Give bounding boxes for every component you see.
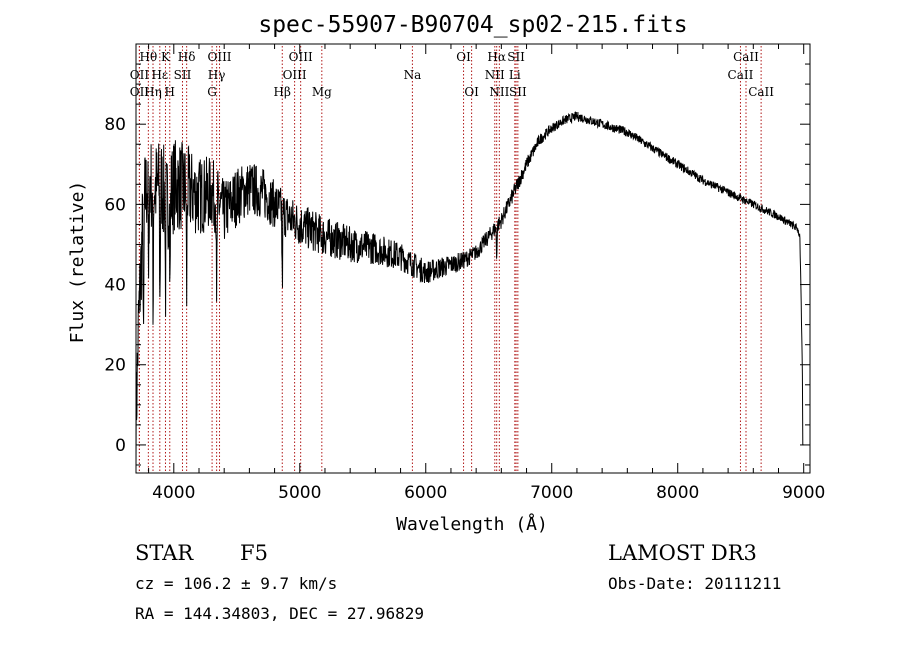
x-tick-label: 4000 [152,483,195,503]
line-label: Hα [487,50,506,64]
line-label: OIII [283,68,307,82]
line-label: Hβ [274,85,291,99]
spectrum-line [135,111,804,470]
line-label: NII [489,85,509,99]
line-label: OII [130,85,150,99]
spectral-line-labels: OII OII Hθ Hη Hε K H SII Hδ OIII Hγ G Hβ OIII OIII Mg Na… [130,50,775,99]
y-axis-label: Flux (relative) [67,181,88,344]
object-class: STAR [135,541,194,565]
x-tick-label: 7000 [530,483,573,503]
line-label: SII [174,68,192,82]
x-axis-label: Wavelength (Å) [396,513,548,535]
y-axis-ticks: 0 20 40 60 80 [104,63,810,466]
plot-frame [135,43,811,474]
line-label: CaII [728,68,754,82]
object-subclass: F5 [240,541,268,565]
line-label: Na [404,68,422,82]
line-label: OI [464,85,479,99]
line-label: Li [509,68,521,82]
spectral-line-markers [138,46,762,471]
y-tick-label: 20 [104,356,126,376]
line-label: OIII [289,50,313,64]
line-label: CaII [733,50,759,64]
line-label: NII [485,68,505,82]
line-label: Mg [312,85,332,99]
x-axis-ticks: 4000 5000 6000 7000 8000 9000 [148,44,825,503]
observation-date: Obs-Date: 20111211 [608,574,781,593]
line-label: SII [507,50,525,64]
redshift-info: cz = 106.2 ± 9.7 km/s [135,574,337,593]
line-label: CaII [748,85,774,99]
survey-name: LAMOST DR3 [608,541,757,565]
line-label: Hγ [208,68,226,82]
line-label: G [207,85,217,99]
chart-title: spec-55907-B90704_sp02-215.fits [258,12,687,38]
line-label: Hδ [178,50,196,64]
line-label: K [161,50,171,64]
y-tick-label: 0 [115,436,126,456]
coordinates-info: RA = 144.34803, DEC = 27.96829 [135,604,424,623]
x-tick-label: 8000 [656,483,699,503]
line-label: Hε [151,68,168,82]
y-tick-label: 60 [104,195,126,215]
line-label: OIII [207,50,231,64]
line-label: SII [509,85,527,99]
line-label: Hθ [139,50,157,64]
y-tick-label: 40 [104,276,126,296]
y-tick-label: 80 [104,115,126,135]
line-label: OI [456,50,471,64]
x-tick-label: 5000 [278,483,321,503]
x-tick-label: 9000 [782,483,825,503]
line-label: Hη [144,85,162,99]
line-label: OII [130,68,150,82]
line-label: H [165,85,175,99]
x-tick-label: 6000 [404,483,447,503]
